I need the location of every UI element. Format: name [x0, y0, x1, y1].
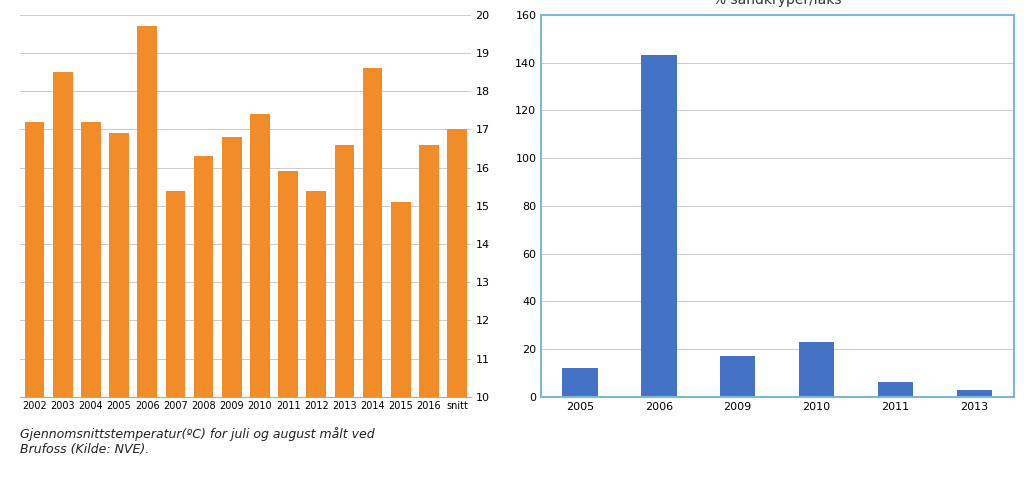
Bar [641, 56, 677, 397]
Bar [306, 190, 326, 496]
Bar [362, 68, 383, 496]
Bar [25, 122, 44, 496]
Bar [279, 172, 298, 496]
Bar [250, 114, 269, 496]
Bar [194, 156, 213, 496]
Text: Gjennomsnittstemperatur(ºC) for juli og august målt ved
Brufoss (Kilde: NVE).: Gjennomsnittstemperatur(ºC) for juli og … [20, 427, 375, 455]
Bar [799, 342, 835, 397]
Bar [391, 202, 411, 496]
Bar [53, 72, 73, 496]
Bar [222, 137, 242, 496]
Bar [447, 129, 467, 496]
Bar [419, 145, 439, 496]
Bar [166, 190, 185, 496]
Bar [562, 368, 598, 397]
Bar [110, 133, 129, 496]
Bar [878, 382, 913, 397]
Bar [137, 26, 157, 496]
Bar [956, 390, 992, 397]
Title: % sandkryper/laks: % sandkryper/laks [713, 0, 842, 7]
Bar [335, 145, 354, 496]
Bar [720, 356, 756, 397]
Bar [81, 122, 100, 496]
